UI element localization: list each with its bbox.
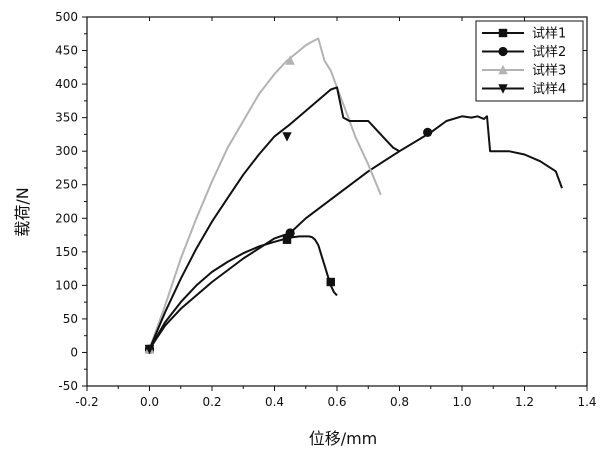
series-marker-4: [144, 344, 155, 355]
x-tick-label: 1.0: [452, 395, 471, 409]
y-tick-label: 150: [55, 245, 78, 259]
axes-group: -0.2 0.0 0.2 0.4 0.6 0.8 1.0 1.2 1.4 -50 0 50 100 150…: [55, 10, 596, 409]
y-tick-label: 350: [55, 111, 78, 125]
y-tick-label: 200: [55, 211, 78, 225]
x-tick-label: 0.6: [327, 395, 346, 409]
series-line-2: [148, 115, 563, 350]
legend-marker: [498, 64, 508, 75]
series-marker-2: [285, 228, 295, 238]
legend-marker: [498, 46, 508, 57]
series-line-3: [148, 37, 382, 350]
series-marker-1: [326, 277, 335, 287]
x-tick-label: 0.0: [140, 395, 159, 409]
x-tick-label: 0.4: [265, 395, 284, 409]
legend-label: 试样2: [532, 45, 566, 60]
x-tick-label: 0.8: [390, 395, 409, 409]
y-tick-label: 500: [55, 10, 78, 24]
legend-label: 试样3: [532, 64, 566, 79]
x-tick-label: 1.2: [515, 395, 534, 409]
y-tick-label: 50: [63, 312, 78, 326]
series-marker-3: [285, 55, 295, 65]
legend-label: 试样4: [532, 82, 566, 97]
series-group: [144, 37, 563, 355]
y-tick-label: 0: [70, 345, 78, 359]
y-tick-label: 250: [55, 178, 78, 192]
y-tick-label: 300: [55, 144, 78, 158]
series-marker-2: [423, 127, 433, 137]
x-tick-label: 1.4: [577, 395, 596, 409]
series-line-4: [148, 86, 400, 350]
y-tick-label: 450: [55, 44, 78, 58]
y-tick-label: 400: [55, 77, 78, 91]
legend-label: 试样1: [532, 27, 566, 42]
x-tick-label: 0.2: [202, 395, 221, 409]
series-line-1: [148, 235, 338, 350]
legend: 试样1 试样2 试样3 试样4: [475, 20, 584, 102]
x-tick-label: -0.2: [75, 395, 98, 409]
x-axis-title: 位移/mm: [309, 429, 378, 448]
series-marker-1: [282, 235, 292, 244]
legend-marker: [498, 84, 508, 94]
y-axis-title: 载荷/N: [13, 187, 32, 236]
y-tick-label: 100: [55, 278, 78, 292]
legend-marker: [498, 28, 508, 38]
y-tick-label: -50: [58, 379, 78, 393]
series-marker-4: [282, 132, 292, 142]
